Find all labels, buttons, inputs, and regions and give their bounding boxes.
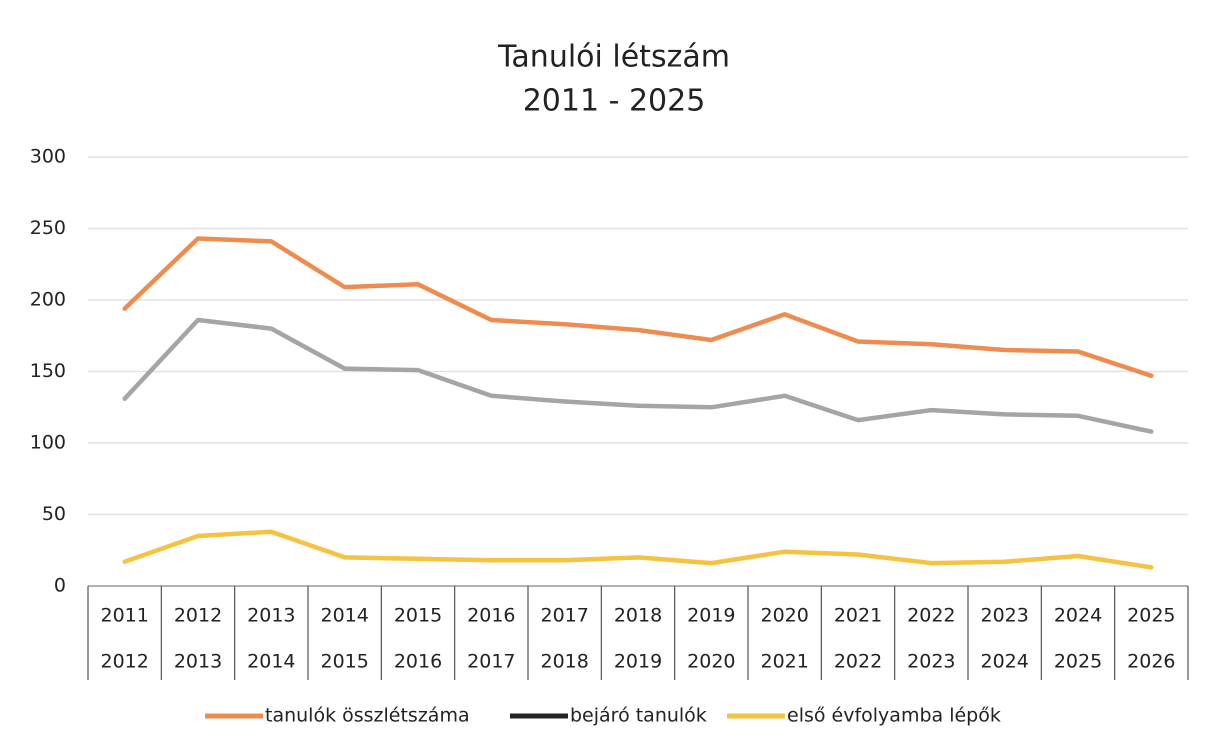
x-tick-label: 2013 — [174, 651, 222, 673]
chart-subtitle: 2011 - 2025 — [523, 84, 706, 119]
y-tick-label: 300 — [30, 146, 66, 168]
y-tick-label: 0 — [54, 575, 66, 597]
x-tick-label: 2016 — [467, 605, 515, 627]
x-tick-label: 2013 — [247, 605, 295, 627]
x-tick-label: 2015 — [394, 605, 442, 627]
x-tick-label: 2020 — [760, 605, 808, 627]
x-tick-label: 2026 — [1127, 651, 1175, 673]
x-tick-label: 2014 — [320, 605, 368, 627]
x-tick-label: 2012 — [174, 605, 222, 627]
x-tick-label: 2019 — [614, 651, 662, 673]
x-tick-label: 2020 — [687, 651, 735, 673]
y-tick-label: 100 — [30, 432, 66, 454]
x-tick-label: 2021 — [760, 651, 808, 673]
legend-label: első évfolyamba lépők — [787, 705, 1001, 727]
x-tick-label: 2019 — [687, 605, 735, 627]
x-tick-label: 2024 — [1054, 605, 1102, 627]
x-tick-label: 2015 — [320, 651, 368, 673]
x-tick-label: 2017 — [467, 651, 515, 673]
x-tick-label: 2023 — [980, 605, 1028, 627]
x-tick-label: 2021 — [834, 605, 882, 627]
series-line — [122, 529, 1154, 570]
x-tick-label: 2017 — [540, 605, 588, 627]
chart-title: Tanulói létszám — [497, 40, 730, 75]
y-tick-label: 250 — [30, 217, 66, 239]
x-tick-label: 2022 — [907, 605, 955, 627]
y-tick-label: 200 — [30, 289, 66, 311]
y-tick-label: 150 — [30, 360, 66, 382]
y-tick-label: 50 — [42, 503, 66, 525]
legend-label: tanulók összlétszáma — [265, 705, 470, 727]
x-tick-label: 2011 — [100, 605, 148, 627]
x-tick-label: 2012 — [100, 651, 148, 673]
x-tick-label: 2023 — [907, 651, 955, 673]
x-tick-label: 2018 — [540, 651, 588, 673]
x-tick-label: 2018 — [614, 605, 662, 627]
x-tick-label: 2025 — [1054, 651, 1102, 673]
x-tick-label: 2022 — [834, 651, 882, 673]
series-line — [122, 236, 1154, 379]
x-tick-label: 2016 — [394, 651, 442, 673]
x-tick-label: 2024 — [980, 651, 1028, 673]
series-line — [122, 317, 1154, 434]
x-tick-label: 2025 — [1127, 605, 1175, 627]
legend-label: bejáró tanulók — [570, 705, 707, 727]
x-tick-label: 2014 — [247, 651, 295, 673]
